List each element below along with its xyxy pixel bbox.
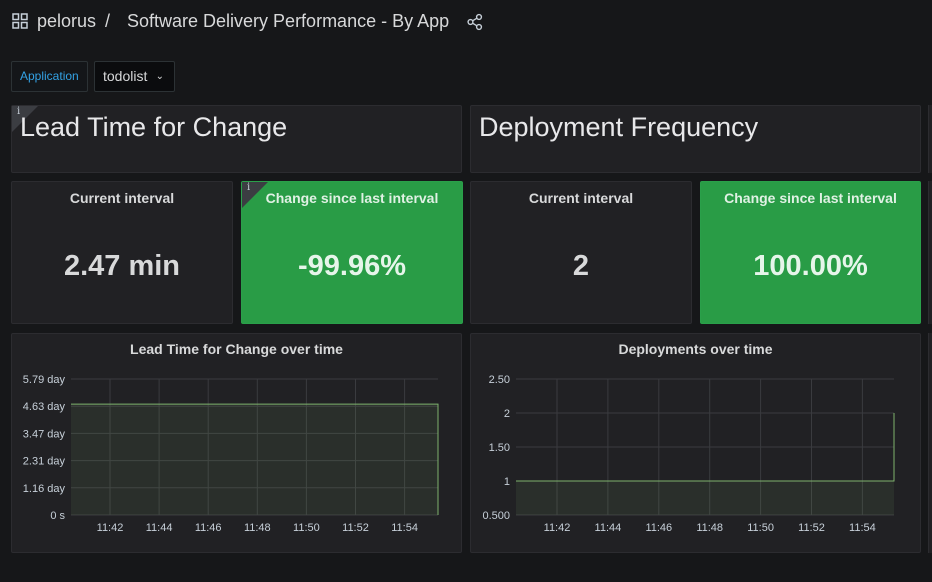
x-tick-label: 11:48 [696,522,723,534]
application-variable-select[interactable]: todolist ⌄ [94,61,175,92]
y-tick-label: 0 s [50,510,65,522]
offscreen-panel-edge [928,333,932,553]
variable-label-application: Application [11,61,88,92]
stat-value: -99.96% [297,250,406,282]
y-tick-label: 5.79 day [23,374,66,386]
y-tick-label: 2.50 [489,374,510,386]
lead-time-title: Lead Time for Change [20,112,288,142]
x-tick-label: 11:46 [195,522,222,534]
y-tick-label: 2.31 day [23,456,66,468]
lead-time-chart-panel: Lead Time for Change over time 0 s 1.16 d… [11,333,462,553]
x-tick-label: 11:44 [595,522,622,534]
chart-title: Deployments over time [618,341,773,357]
share-icon[interactable] [466,13,484,31]
x-tick-label: 11:54 [391,522,418,534]
y-tick-label: 3.47 day [23,428,66,440]
x-tick-label: 11:54 [849,522,876,534]
stat-value: 2 [572,250,590,282]
chart-title: Lead Time for Change over time [130,341,343,357]
y-tick-label: 1 [504,476,510,488]
breadcrumb-separator: / [105,11,111,31]
y-tick-label: 1.16 day [23,483,66,495]
x-tick-label: 11:48 [244,522,271,534]
stat-title: Change since last interval [265,190,439,206]
deployment-frequency-header-panel: Deployment Frequency [470,105,921,173]
dashboard-title[interactable]: Software Delivery Performance - By App [127,11,450,31]
lead-time-change-panel: i Change since last interval -99.96% [241,181,463,324]
stat-title: Current interval [69,190,175,206]
x-tick-label: 11:42 [97,522,124,534]
x-tick-label: 11:46 [645,522,672,534]
y-tick-label: 4.63 day [23,401,66,413]
x-tick-label: 11:44 [146,522,173,534]
series-line[interactable] [71,403,439,515]
y-tick-label: 2 [504,408,510,420]
deployments-chart[interactable]: 0.500 1 1.50 2 2.50 11:42 11:44 11:46 11:48 11:50… [471,334,920,552]
x-tick-label: 11:52 [798,522,825,534]
series-area [71,404,438,515]
panel-info-icon[interactable]: i [242,182,268,208]
lead-time-header-panel: i Lead Time for Change [11,105,462,173]
apps-grid-icon[interactable] [12,13,28,29]
lead-time-chart[interactable]: 0 s 1.16 day 2.31 day 3.47 day 4.63 day 5.79 … [12,334,461,552]
stat-value: 2.47 min [63,250,181,282]
dashboard-nav-bar: pelorus / Software Delivery Performance … [0,0,932,44]
offscreen-panel-edge [928,105,932,173]
offscreen-panel-edge [928,181,932,324]
application-variable-value: todolist [103,68,148,84]
chevron-down-icon: ⌄ [155,71,164,82]
stat-title: Current interval [528,190,634,206]
panel-info-icon[interactable]: i [12,106,38,132]
y-tick-label: 0.500 [482,510,510,522]
x-tick-label: 11:50 [293,522,320,534]
lead-time-current-panel: Current interval 2.47 min [11,181,233,324]
series-line[interactable] [516,413,895,482]
x-tick-label: 11:42 [544,522,571,534]
y-tick-label: 1.50 [489,442,510,454]
breadcrumb-folder[interactable]: pelorus [37,11,97,31]
stat-value: 100.00% [753,250,868,282]
stat-title: Change since last interval [724,190,897,206]
deploy-change-panel: Change since last interval 100.00% [700,181,921,324]
x-tick-label: 11:50 [747,522,774,534]
deploy-current-panel: Current interval 2 [470,181,692,324]
deployment-frequency-title: Deployment Frequency [479,112,759,142]
x-tick-label: 11:52 [342,522,369,534]
series-area [516,413,894,515]
deployments-chart-panel: Deployments over time 0.500 1 1.50 2 2.50 11:… [470,333,921,553]
